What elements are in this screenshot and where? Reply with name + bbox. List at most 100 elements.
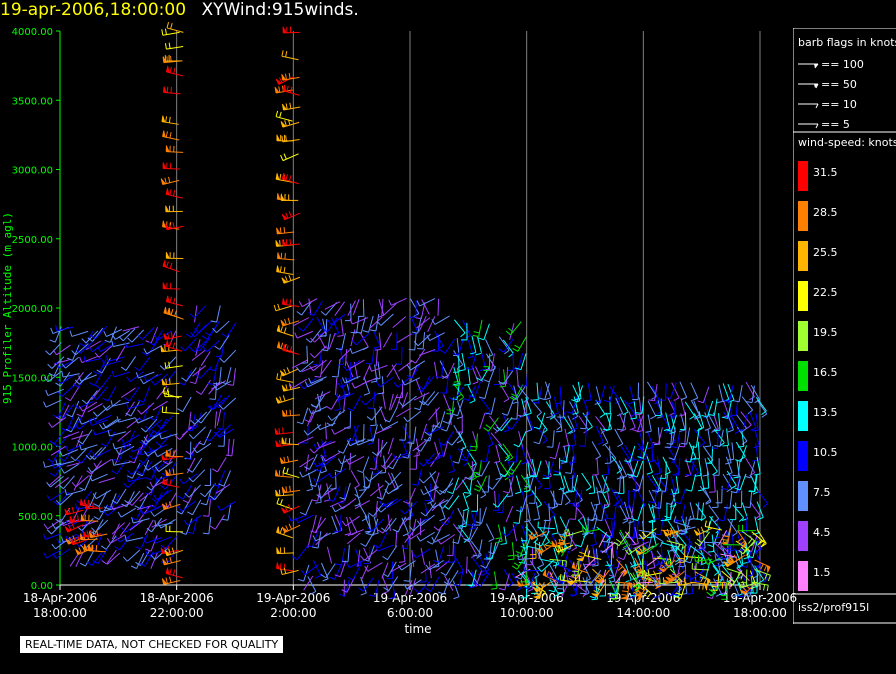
wind-barb [276, 265, 294, 275]
wind-barb [555, 386, 562, 405]
wind-barb [159, 432, 178, 440]
wind-barb [65, 385, 80, 402]
barb-feather [92, 429, 96, 436]
wind-barb [145, 535, 158, 552]
wind-barb [431, 534, 450, 543]
barb-staff [421, 299, 430, 315]
barb-feather [284, 73, 287, 80]
barb-staff [301, 301, 313, 316]
wind-barb [60, 463, 79, 474]
wind-barb [480, 445, 491, 463]
wind-barb [191, 349, 206, 361]
wind-barb [326, 410, 341, 427]
barb-staff [372, 330, 381, 347]
barb-feather [725, 462, 732, 465]
barb-staff [186, 457, 196, 474]
wind-barb [213, 380, 232, 391]
barb-staff [47, 518, 62, 530]
barb-feather [86, 561, 93, 566]
barb-staff [559, 516, 569, 532]
barb-feather [616, 428, 623, 431]
x-tick-label-date: 18-Apr-2006 [140, 591, 214, 605]
barb-staff [596, 457, 599, 475]
barb-staff [152, 400, 168, 411]
barb-feather [47, 458, 54, 463]
barb-feather [279, 227, 282, 234]
barb-staff [326, 483, 331, 501]
barb-staff [396, 391, 403, 408]
wind-barb [383, 303, 397, 316]
barb-feather [645, 430, 652, 433]
barb-feather [486, 557, 493, 560]
barb-feather [169, 66, 172, 73]
barb-feather [49, 472, 56, 477]
barb-feather [475, 377, 482, 382]
barb-staff [444, 478, 454, 494]
barb-staff [453, 367, 459, 384]
barb-staff [299, 360, 314, 373]
barb-feather [346, 561, 350, 568]
barb-feather [177, 495, 184, 500]
barb-feather [92, 559, 99, 565]
wind-barb [79, 550, 94, 567]
barb-feather [185, 333, 192, 338]
barb-feather [355, 331, 362, 334]
barb-feather [589, 563, 596, 566]
wind-barb [509, 384, 524, 401]
barb-staff [681, 504, 686, 522]
barb-staff [106, 399, 121, 411]
barb-staff [126, 417, 141, 429]
wind-barb [50, 445, 66, 456]
barb-staff [446, 415, 454, 432]
barb-feather [167, 176, 171, 183]
barb-staff [344, 482, 351, 500]
wind-barb [68, 415, 84, 430]
wind-barb [365, 347, 375, 365]
barb-staff [156, 385, 168, 400]
barb-staff [467, 385, 477, 401]
wind-barb [305, 454, 309, 472]
barb-staff [331, 313, 346, 326]
barb-staff [679, 381, 688, 398]
barb-feather [283, 266, 286, 273]
barb-staff [490, 432, 503, 447]
barb-staff [371, 518, 384, 532]
wind-barb [129, 519, 144, 531]
barb-feather [318, 462, 323, 468]
barb-staff [713, 474, 716, 492]
wind-barb [595, 416, 607, 434]
wind-barb [697, 386, 710, 404]
barb-flag [275, 469, 279, 477]
wind-barb [143, 460, 163, 471]
barb-feather [91, 395, 98, 400]
barb-staff [505, 506, 514, 523]
wind-barb [415, 436, 431, 452]
barb-feather [129, 446, 134, 452]
wind-barb [162, 387, 180, 399]
barb-staff [81, 355, 98, 364]
barb-staff [184, 337, 197, 352]
barb-staff [57, 460, 74, 466]
barb-feather [320, 574, 327, 579]
barb-feather [475, 352, 482, 356]
barb-staff [355, 487, 361, 505]
barb-feather [500, 543, 507, 545]
wind-barb [511, 573, 522, 592]
wind-barb [299, 377, 317, 390]
wind-barb [472, 539, 483, 557]
barb-feather [134, 505, 141, 509]
barb-staff [79, 535, 93, 548]
barb-staff [145, 418, 158, 433]
barb-staff [376, 441, 388, 456]
barb-feather [451, 413, 458, 417]
barb-staff [559, 401, 567, 418]
wind-barb [383, 498, 402, 509]
wind-barb [308, 300, 323, 316]
wind-barb [180, 337, 197, 352]
barb-staff [206, 488, 212, 506]
barb-feather [646, 471, 653, 475]
barb-staff [423, 486, 439, 496]
barb-staff [339, 560, 347, 577]
barb-staff [443, 394, 451, 411]
barb-feather [418, 461, 424, 467]
